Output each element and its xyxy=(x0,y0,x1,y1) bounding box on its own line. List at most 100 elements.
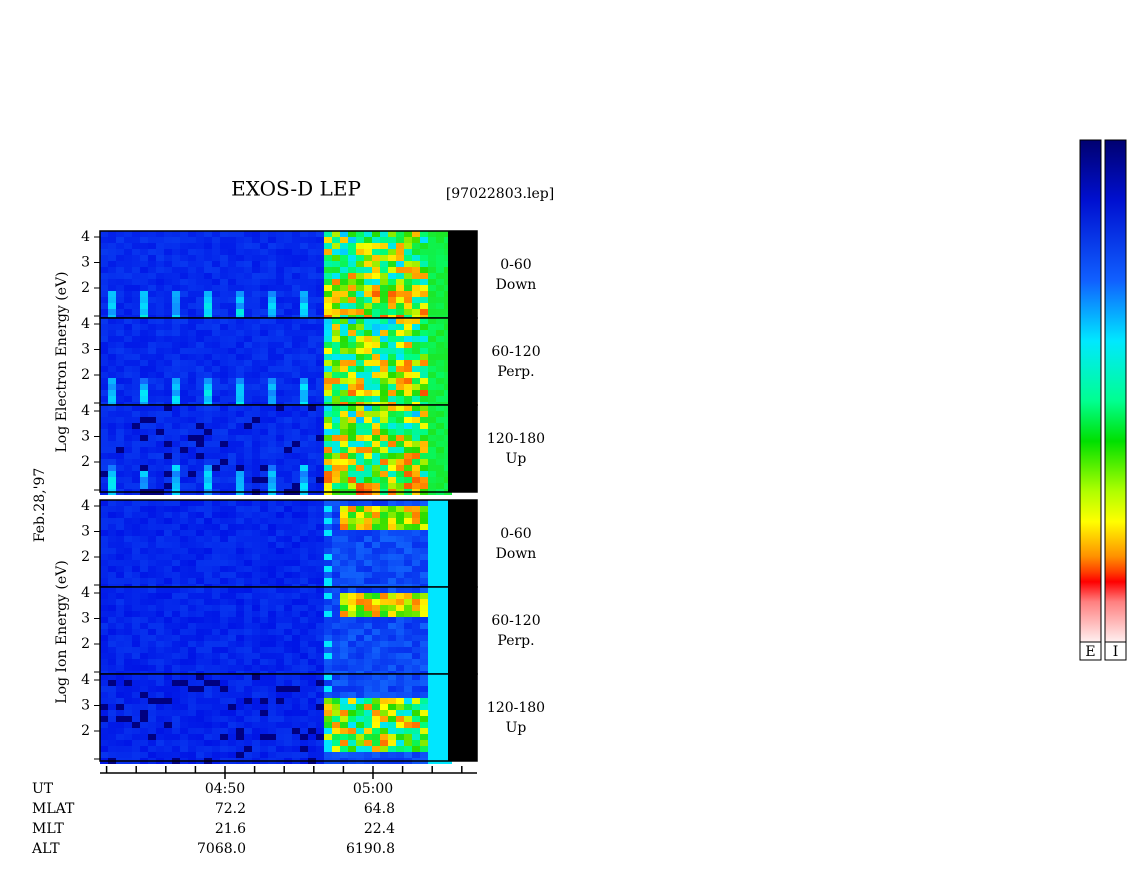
spectrogram-cell xyxy=(340,372,348,378)
spectrogram-cell xyxy=(332,617,340,623)
spectrogram-cell xyxy=(324,506,332,512)
spectrogram-cell xyxy=(316,336,324,342)
spectrogram-cell xyxy=(172,734,180,740)
spectrogram-cell xyxy=(124,518,132,524)
spectrogram-cell xyxy=(196,354,204,360)
spectrogram-cell xyxy=(244,453,252,459)
spectrogram-cell xyxy=(340,390,348,396)
spectrogram-cell xyxy=(188,477,196,483)
spectrogram-cell xyxy=(244,441,252,447)
spectrogram-cell xyxy=(228,716,236,722)
ephemeris-value: 64.8 xyxy=(364,801,395,817)
spectrogram-cell xyxy=(436,578,444,584)
spectrogram-cell xyxy=(100,587,108,593)
spectrogram-cell xyxy=(228,483,236,489)
spectrogram-cell xyxy=(388,704,396,710)
spectrogram-cell xyxy=(260,477,268,483)
spectrogram-cell xyxy=(372,336,380,342)
spectrogram-cell xyxy=(124,372,132,378)
spectrogram-cell xyxy=(100,471,108,477)
spectrogram-cell xyxy=(196,372,204,378)
spectrogram-cell xyxy=(156,647,164,653)
spectrogram-cell xyxy=(220,429,228,435)
spectrogram-cell xyxy=(100,680,108,686)
spectrogram-cell xyxy=(412,336,420,342)
spectrogram-cell xyxy=(348,698,356,704)
spectrogram-cell xyxy=(236,366,244,372)
spectrogram-cell xyxy=(100,318,108,324)
spectrogram-cell xyxy=(124,411,132,417)
spectrogram-cell xyxy=(180,279,188,285)
spectrogram-cell xyxy=(308,680,316,686)
spectrogram-cell xyxy=(356,623,364,629)
spectrogram-cell xyxy=(132,366,140,372)
spectrogram-cell xyxy=(260,453,268,459)
spectrogram-cell xyxy=(332,623,340,629)
spectrogram-cell xyxy=(428,665,436,671)
spectrogram-cell xyxy=(196,441,204,447)
spectrogram-cell xyxy=(132,617,140,623)
spectrogram-cell xyxy=(388,617,396,623)
spectrogram-cell xyxy=(196,324,204,330)
spectrogram-cell xyxy=(100,384,108,390)
spectrogram-cell xyxy=(340,665,348,671)
spectrogram-cell xyxy=(188,285,196,291)
spectrogram-cell xyxy=(164,279,172,285)
spectrogram-cell xyxy=(188,593,196,599)
spectrogram-cell xyxy=(364,617,372,623)
spectrogram-cell xyxy=(332,572,340,578)
spectrogram-cell xyxy=(388,554,396,560)
spectrogram-cell xyxy=(212,752,220,758)
spectrogram-cell xyxy=(252,722,260,728)
spectrogram-cell xyxy=(348,384,356,390)
spectrogram-cell xyxy=(436,734,444,740)
spectrogram-cell xyxy=(356,524,364,530)
spectrogram-cell xyxy=(172,716,180,722)
spectrogram-cell xyxy=(348,429,356,435)
spectrogram-cell xyxy=(188,647,196,653)
spectrogram-cell xyxy=(132,348,140,354)
spectrogram-cell xyxy=(412,653,420,659)
spectrogram-cell xyxy=(148,617,156,623)
spectrogram-cell xyxy=(308,249,316,255)
spectrogram-cell xyxy=(252,336,260,342)
spectrogram-cell xyxy=(228,255,236,261)
spectrogram-cell xyxy=(244,611,252,617)
spectrogram-cell xyxy=(356,342,364,348)
spectrogram-cell xyxy=(212,542,220,548)
spectrogram-cell xyxy=(124,336,132,342)
spectrogram-cell xyxy=(268,336,276,342)
spectrogram-cell xyxy=(124,500,132,506)
spectrogram-cell xyxy=(372,659,380,665)
spectrogram-cell xyxy=(308,599,316,605)
spectrogram-cell xyxy=(292,366,300,372)
spectrogram-cell xyxy=(308,342,316,348)
spectrogram-cell xyxy=(276,336,284,342)
spectrogram-cell xyxy=(204,318,212,324)
spectrogram-cell xyxy=(220,396,228,402)
spectrogram-cell xyxy=(164,728,172,734)
spectrogram-cell xyxy=(252,710,260,716)
spectrogram-cell xyxy=(124,273,132,279)
spectrogram-cell xyxy=(204,459,212,465)
colorbar-label: E xyxy=(1085,644,1095,660)
spectrogram-cell xyxy=(108,647,116,653)
spectrogram-cell xyxy=(276,447,284,453)
spectrogram-cell xyxy=(148,542,156,548)
spectrogram-cell xyxy=(372,692,380,698)
spectrogram-cell xyxy=(100,623,108,629)
spectrogram-cell xyxy=(420,366,428,372)
spectrogram-cell xyxy=(156,686,164,692)
spectrogram-cell xyxy=(156,255,164,261)
spectrogram-cell xyxy=(164,593,172,599)
spectrogram-cell xyxy=(436,417,444,423)
spectrogram-cell xyxy=(116,746,124,752)
spectrogram-cell xyxy=(436,297,444,303)
spectrogram-cell xyxy=(276,291,284,297)
spectrogram-cell xyxy=(196,459,204,465)
spectrogram-cell xyxy=(268,578,276,584)
spectrogram-cell xyxy=(292,273,300,279)
spectrogram-cell xyxy=(268,318,276,324)
spectrogram-cell xyxy=(428,617,436,623)
spectrogram-cell xyxy=(100,686,108,692)
